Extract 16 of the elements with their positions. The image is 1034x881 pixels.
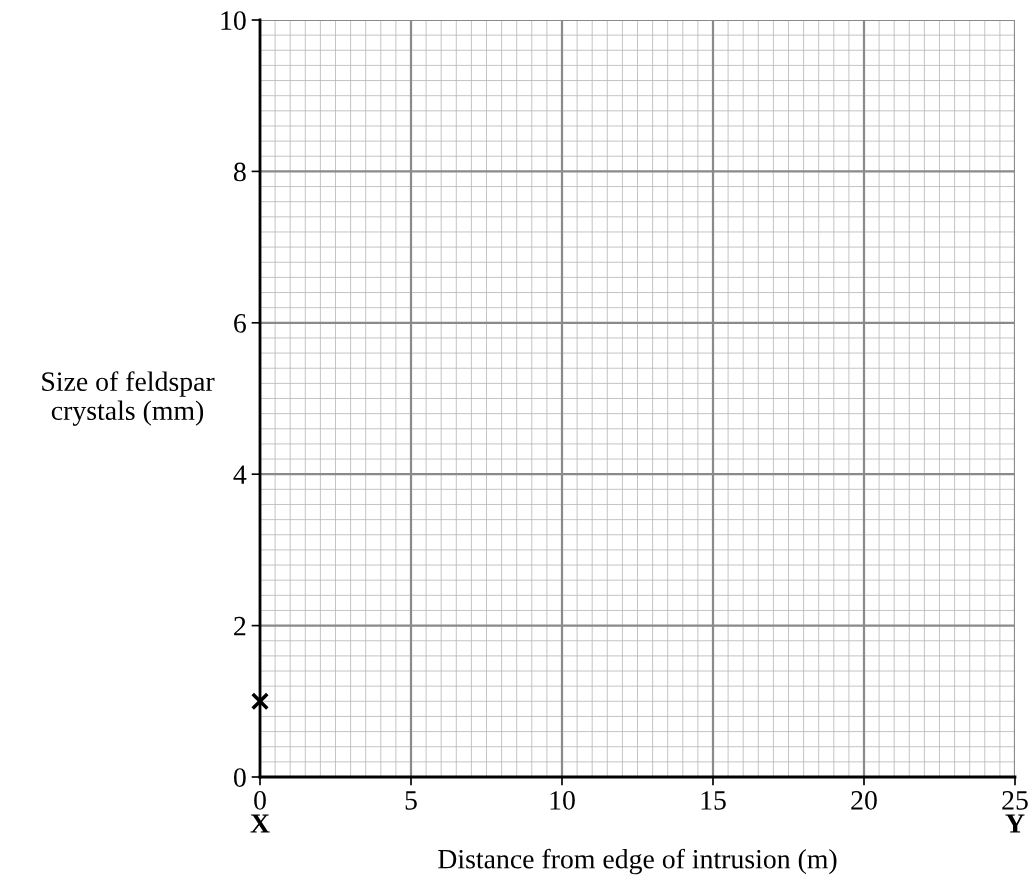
x-tick-label: 25 — [1002, 791, 1028, 810]
x-tick-label: 0 — [254, 791, 266, 810]
y-tick-label: 8 — [233, 162, 246, 182]
y-tick-label: 6 — [234, 314, 246, 333]
x-tick-label: 15 — [701, 791, 726, 810]
y-tick-label: 2 — [234, 616, 246, 636]
y-tick-label: 10 — [221, 11, 246, 30]
x-tick-label: 10 — [550, 791, 575, 810]
y-tick-label: 4 — [233, 465, 247, 484]
x-tick-label: 5 — [405, 791, 417, 810]
x-axis-title: Distance from edge of intrusion (m) — [438, 848, 837, 875]
y-tick-label: 0 — [233, 768, 246, 787]
x-tick-label: 20 — [851, 791, 877, 810]
text: X — [250, 814, 270, 833]
y-axis-title: Size of feldspar crystals (mm) — [42, 371, 215, 426]
text: Y — [1005, 814, 1025, 833]
